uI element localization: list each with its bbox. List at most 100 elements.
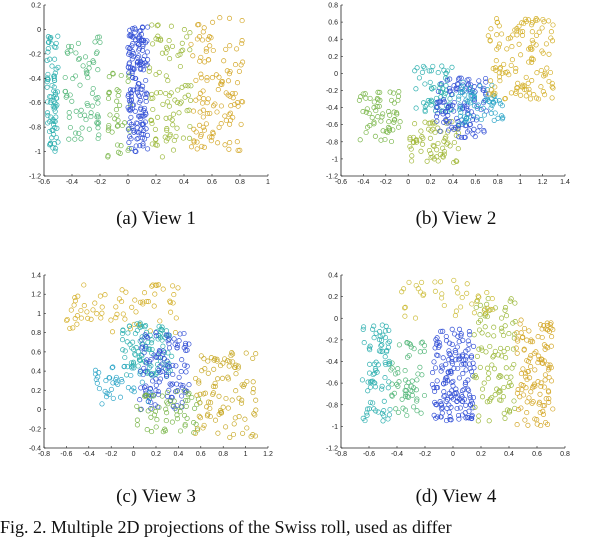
scatter-point [219, 375, 226, 381]
scatter-point [455, 146, 461, 152]
scatter-point [451, 108, 457, 114]
scatter-point [515, 80, 521, 86]
scatter-point [475, 128, 481, 134]
scatter-point [408, 146, 414, 152]
scatter-point [366, 406, 372, 412]
x-tick-label: 0 [126, 179, 130, 186]
scatter-point [149, 337, 155, 343]
scatter-point [426, 147, 432, 154]
scatter-point [115, 149, 122, 155]
scatter-point [67, 92, 73, 98]
scatter-point [406, 340, 412, 346]
scatter-point [99, 304, 105, 310]
scatter-point [497, 373, 503, 379]
scatter-point [387, 406, 393, 413]
scatter-point [494, 16, 500, 22]
scatter-plot-view-3: -0.8 -0.6 -0.4 -0.2 0 0.2 0.4 0.6 0.8 1 1.2 1.4 1.2 1… [29, 273, 273, 459]
scatter-point [148, 393, 154, 399]
scatter-point [116, 88, 122, 94]
scatter-point [411, 134, 417, 140]
scatter-point [521, 325, 528, 332]
scatter-point [379, 383, 385, 389]
scatter-point [192, 405, 198, 411]
scatter-point [44, 110, 51, 116]
scatter-point [508, 382, 514, 388]
scatter-point [197, 415, 204, 421]
scatter-point [525, 80, 531, 86]
scatter-point [120, 328, 126, 334]
scatter-point [473, 117, 479, 123]
scatter-point [514, 336, 520, 342]
scatter-point [518, 330, 524, 336]
y-tick-label: 1 [37, 311, 41, 318]
scatter-point [149, 141, 155, 147]
scatter-point [131, 127, 137, 133]
scatter-point [160, 343, 166, 349]
y-tick-label: -0.2 [29, 51, 41, 58]
scatter-point [534, 70, 540, 76]
scatter-point [413, 387, 419, 393]
scatter-point [78, 136, 84, 142]
scatter-point [67, 325, 73, 331]
scatter-point [159, 393, 165, 399]
scatter-point [232, 101, 238, 107]
scatter-point [188, 41, 194, 47]
scatter-point [386, 327, 392, 333]
scatter-point [141, 350, 147, 356]
scatter-point [108, 386, 114, 392]
scatter-point [455, 76, 462, 82]
scatter-point [176, 110, 182, 116]
scatter-point [477, 364, 483, 370]
scatter-point [86, 60, 92, 67]
scatter-point [173, 133, 179, 139]
scatter-point [462, 118, 469, 124]
scatter-point [250, 355, 256, 361]
scatter-point [540, 16, 546, 23]
scatter-point [527, 355, 533, 361]
x-tick-label: 0.4 [174, 451, 184, 458]
scatter-point [460, 387, 466, 394]
scatter-point [376, 337, 382, 343]
scatter-point [225, 92, 231, 98]
scatter-point [181, 388, 187, 394]
scatter-point [498, 373, 504, 379]
scatter-point [438, 368, 444, 374]
scatter-point [168, 309, 174, 315]
scatter-point [138, 86, 144, 92]
scatter-point [239, 38, 245, 44]
scatter-point [113, 374, 119, 380]
scatter-point [481, 85, 487, 91]
scatter-point [491, 100, 497, 106]
scatter-point [517, 321, 523, 327]
scatter-point [407, 341, 414, 348]
scatter-point [170, 362, 176, 368]
scatter-point [404, 354, 411, 360]
scatter-point [367, 95, 373, 101]
scatter-point [169, 419, 175, 425]
scatter-point [167, 133, 173, 139]
scatter-point [506, 331, 512, 337]
scatter-point [127, 134, 133, 140]
scatter-point [497, 389, 503, 395]
x-tick-label: 0.2 [426, 179, 436, 186]
scatter-point [494, 46, 500, 52]
y-tick-label: -1 [332, 424, 338, 431]
scatter-point [99, 401, 105, 407]
scatter-point [226, 146, 232, 152]
scatter-point [512, 300, 518, 306]
scatter-point [155, 114, 161, 120]
scatter-point [127, 99, 133, 105]
y-tick-label: -0.2 [326, 337, 338, 344]
scatter-point [468, 94, 474, 100]
scatter-point [523, 87, 530, 93]
scatter-point [153, 354, 159, 360]
scatter-point [81, 303, 87, 309]
scatter-point [386, 119, 392, 125]
scatter-point [115, 93, 121, 99]
scatter-point [395, 409, 401, 415]
scatter-point [131, 385, 137, 391]
scatter-point [131, 51, 137, 57]
scatter-point [44, 99, 51, 105]
scatter-point [488, 110, 494, 116]
scatter-point [48, 34, 54, 41]
